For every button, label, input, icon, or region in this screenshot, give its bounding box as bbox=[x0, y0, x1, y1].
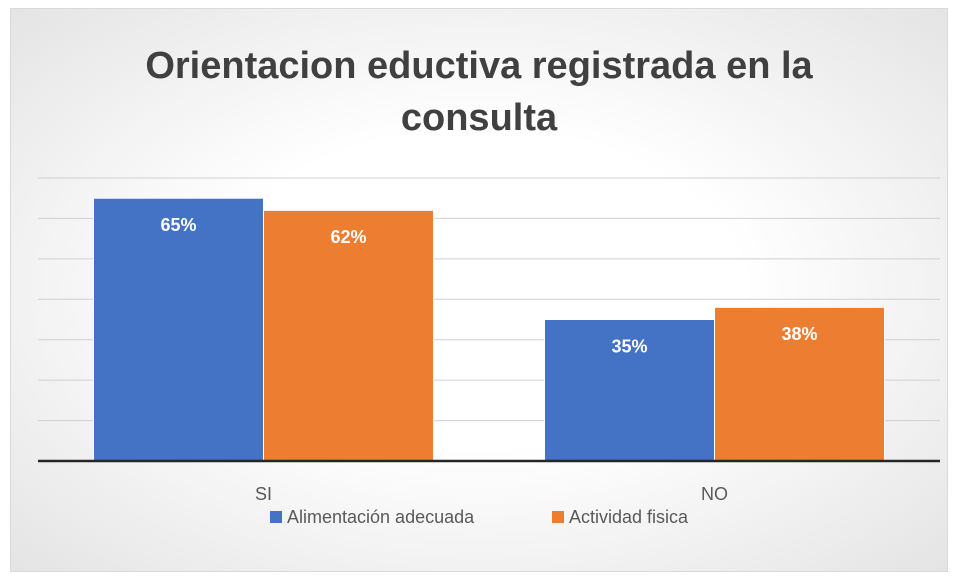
data-label: 35% bbox=[611, 336, 647, 356]
x-tick-label: NO bbox=[701, 484, 728, 504]
data-label: 38% bbox=[781, 324, 817, 344]
data-label: 62% bbox=[330, 227, 366, 247]
x-tick-label: SI bbox=[255, 484, 272, 504]
data-label: 65% bbox=[160, 215, 196, 235]
legend-label: Actividad fisica bbox=[569, 507, 689, 527]
chart-title: Orientacion eductiva registrada en la co… bbox=[145, 45, 813, 139]
bar bbox=[543, 319, 716, 462]
bar bbox=[263, 209, 435, 462]
legend-label: Alimentación adecuada bbox=[287, 507, 475, 527]
legend-swatch bbox=[552, 511, 564, 523]
legend-swatch bbox=[270, 511, 282, 523]
bar bbox=[92, 197, 264, 462]
